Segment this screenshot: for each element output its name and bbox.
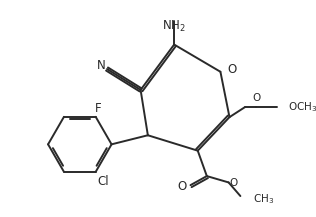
Text: Cl: Cl (97, 175, 109, 188)
Text: O: O (252, 93, 261, 103)
Text: OCH$_3$: OCH$_3$ (288, 100, 316, 114)
Text: O: O (228, 63, 237, 76)
Text: O: O (178, 181, 187, 194)
Text: NH$_2$: NH$_2$ (162, 19, 186, 34)
Text: F: F (95, 102, 102, 115)
Text: N: N (97, 59, 106, 72)
Text: CH$_3$: CH$_3$ (253, 192, 274, 206)
Text: O: O (229, 178, 237, 188)
